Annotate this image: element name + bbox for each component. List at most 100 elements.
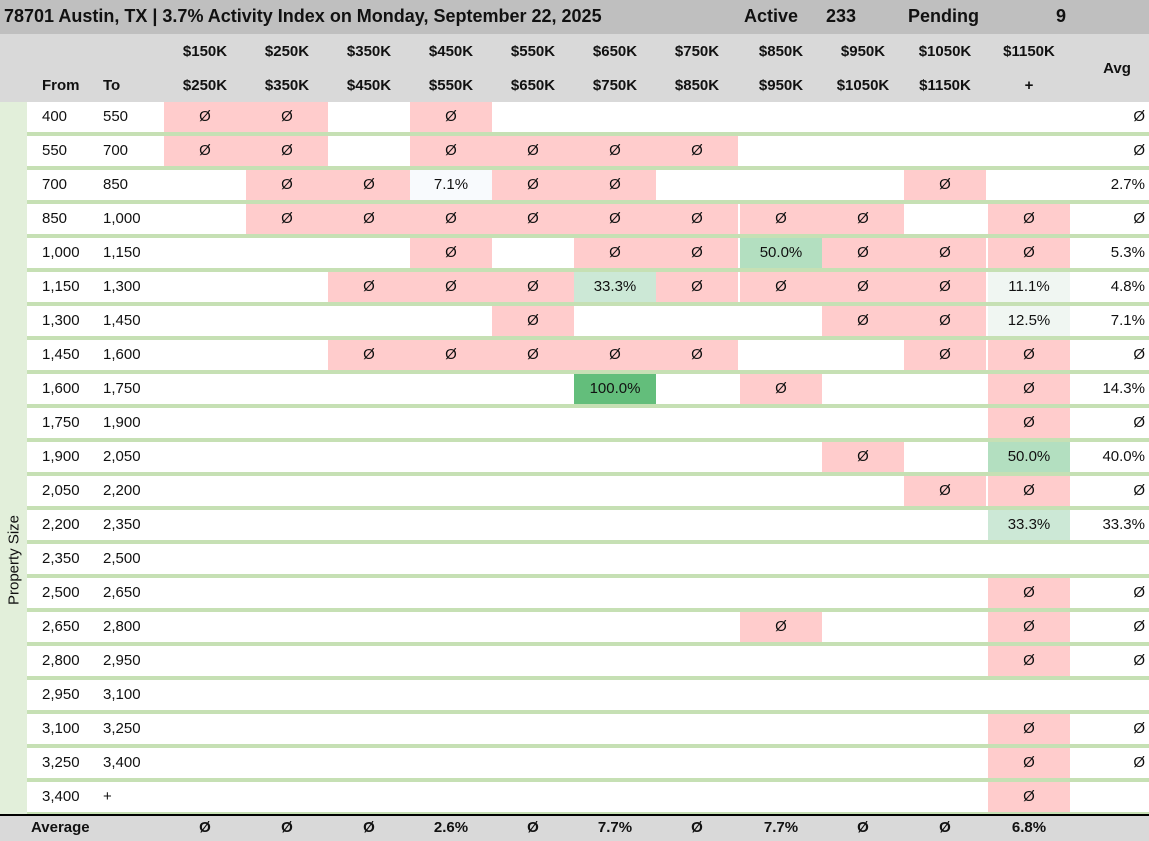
heatmap-cell	[410, 612, 492, 642]
row-average: 14.3%	[1102, 380, 1145, 397]
heatmap-cell	[328, 578, 410, 608]
heatmap-cell	[822, 646, 904, 676]
row-average: Ø	[1133, 210, 1145, 227]
size-to: 1,900	[103, 414, 141, 431]
size-from: 1,600	[42, 380, 80, 397]
avg-header: Avg	[1103, 60, 1131, 77]
column-average: Ø	[857, 819, 869, 836]
heatmap-cell: Ø	[328, 170, 410, 200]
table-row: 1,300 1,450 Ø Ø Ø 12.5% 7.1%	[27, 306, 1149, 340]
heatmap-cell	[904, 612, 986, 642]
size-from: 2,200	[42, 516, 80, 533]
heatmap-cell	[328, 612, 410, 642]
heatmap-cell	[656, 374, 738, 404]
heatmap-cell: 100.0%	[574, 374, 656, 404]
heatmap-cell: Ø	[822, 238, 904, 268]
heatmap-cell: Ø	[574, 204, 656, 234]
heatmap-cell	[246, 714, 328, 744]
table-row: 2,200 2,350 33.3% 33.3%	[27, 510, 1149, 544]
heatmap-cell: Ø	[904, 476, 986, 506]
heatmap-cell	[164, 714, 246, 744]
heatmap-cell	[740, 340, 822, 370]
heatmap-cell	[328, 680, 410, 710]
row-average: Ø	[1133, 346, 1145, 363]
heatmap-cell: Ø	[492, 204, 574, 234]
heatmap-cell: Ø	[988, 374, 1070, 404]
heatmap-cell: Ø	[246, 136, 328, 166]
heatmap-cell	[164, 612, 246, 642]
table-row: 1,000 1,150 Ø Ø Ø 50.0% Ø Ø Ø 5.3%	[27, 238, 1149, 272]
heatmap-cell: Ø	[410, 340, 492, 370]
heatmap-cell	[492, 612, 574, 642]
size-to: 1,750	[103, 380, 141, 397]
heatmap-cell	[492, 748, 574, 778]
size-to: 2,050	[103, 448, 141, 465]
size-from: 1,300	[42, 312, 80, 329]
heatmap-cell: Ø	[740, 374, 822, 404]
heatmap-cell: Ø	[988, 476, 1070, 506]
heatmap-cell	[246, 680, 328, 710]
heatmap-cell	[410, 714, 492, 744]
heatmap-cell	[574, 578, 656, 608]
heatmap-cell	[492, 408, 574, 438]
heatmap-cell	[740, 782, 822, 812]
heatmap-cell: Ø	[822, 272, 904, 302]
heatmap-cell: Ø	[988, 238, 1070, 268]
heatmap-cell: Ø	[656, 136, 738, 166]
size-to: 2,800	[103, 618, 141, 635]
heatmap-cell	[740, 442, 822, 472]
heatmap-cell	[822, 578, 904, 608]
heatmap-cell	[740, 714, 822, 744]
heatmap-cell	[656, 578, 738, 608]
heatmap-cell	[904, 680, 986, 710]
size-from: 2,500	[42, 584, 80, 601]
heatmap-cell: Ø	[988, 340, 1070, 370]
heatmap-cell	[410, 374, 492, 404]
table-row: 550 700 Ø Ø Ø Ø Ø Ø Ø	[27, 136, 1149, 170]
pending-label: Pending	[908, 6, 979, 26]
heatmap-cell	[822, 748, 904, 778]
column-average: Ø	[691, 819, 703, 836]
heatmap-cell	[904, 136, 986, 166]
heatmap-cell	[740, 170, 822, 200]
heatmap-cell: Ø	[328, 272, 410, 302]
size-from: 1,450	[42, 346, 80, 363]
column-average: Ø	[199, 819, 211, 836]
heatmap-cell	[492, 102, 574, 132]
heatmap-cell	[656, 612, 738, 642]
heatmap-cell	[656, 510, 738, 540]
heatmap-cell	[574, 612, 656, 642]
heatmap-cell	[246, 782, 328, 812]
heatmap-cell	[492, 782, 574, 812]
heatmap-cell	[904, 714, 986, 744]
heatmap-cell	[656, 748, 738, 778]
heatmap-cell: 12.5%	[988, 306, 1070, 336]
heatmap-cell	[246, 612, 328, 642]
heatmap-cell: Ø	[988, 714, 1070, 744]
heatmap-cell	[492, 544, 574, 574]
heatmap-cell	[822, 680, 904, 710]
heatmap-cell: Ø	[246, 204, 328, 234]
row-average: Ø	[1133, 414, 1145, 431]
heatmap-cell	[822, 136, 904, 166]
table-row: 700 850 Ø Ø 7.1% Ø Ø Ø 2.7%	[27, 170, 1149, 204]
size-from: 1,150	[42, 278, 80, 295]
price-band-top-3: $450K	[428, 43, 474, 60]
heatmap-cell: Ø	[740, 612, 822, 642]
heatmap-cell: Ø	[410, 272, 492, 302]
row-average: Ø	[1133, 482, 1145, 499]
heatmap-cell	[164, 646, 246, 676]
heatmap-cell	[246, 646, 328, 676]
heatmap-cell	[492, 680, 574, 710]
price-band-bottom-6: $850K	[674, 77, 720, 94]
table-row: 850 1,000 Ø Ø Ø Ø Ø Ø Ø Ø Ø Ø	[27, 204, 1149, 238]
heatmap-cell: Ø	[574, 238, 656, 268]
heatmap-cell: Ø	[988, 204, 1070, 234]
heatmap-cell	[164, 272, 246, 302]
heatmap-cell: Ø	[164, 102, 246, 132]
price-band-bottom-2: $450K	[346, 77, 392, 94]
heatmap-cell: Ø	[904, 272, 986, 302]
heatmap-cell	[328, 136, 410, 166]
heatmap-cell	[656, 306, 738, 336]
